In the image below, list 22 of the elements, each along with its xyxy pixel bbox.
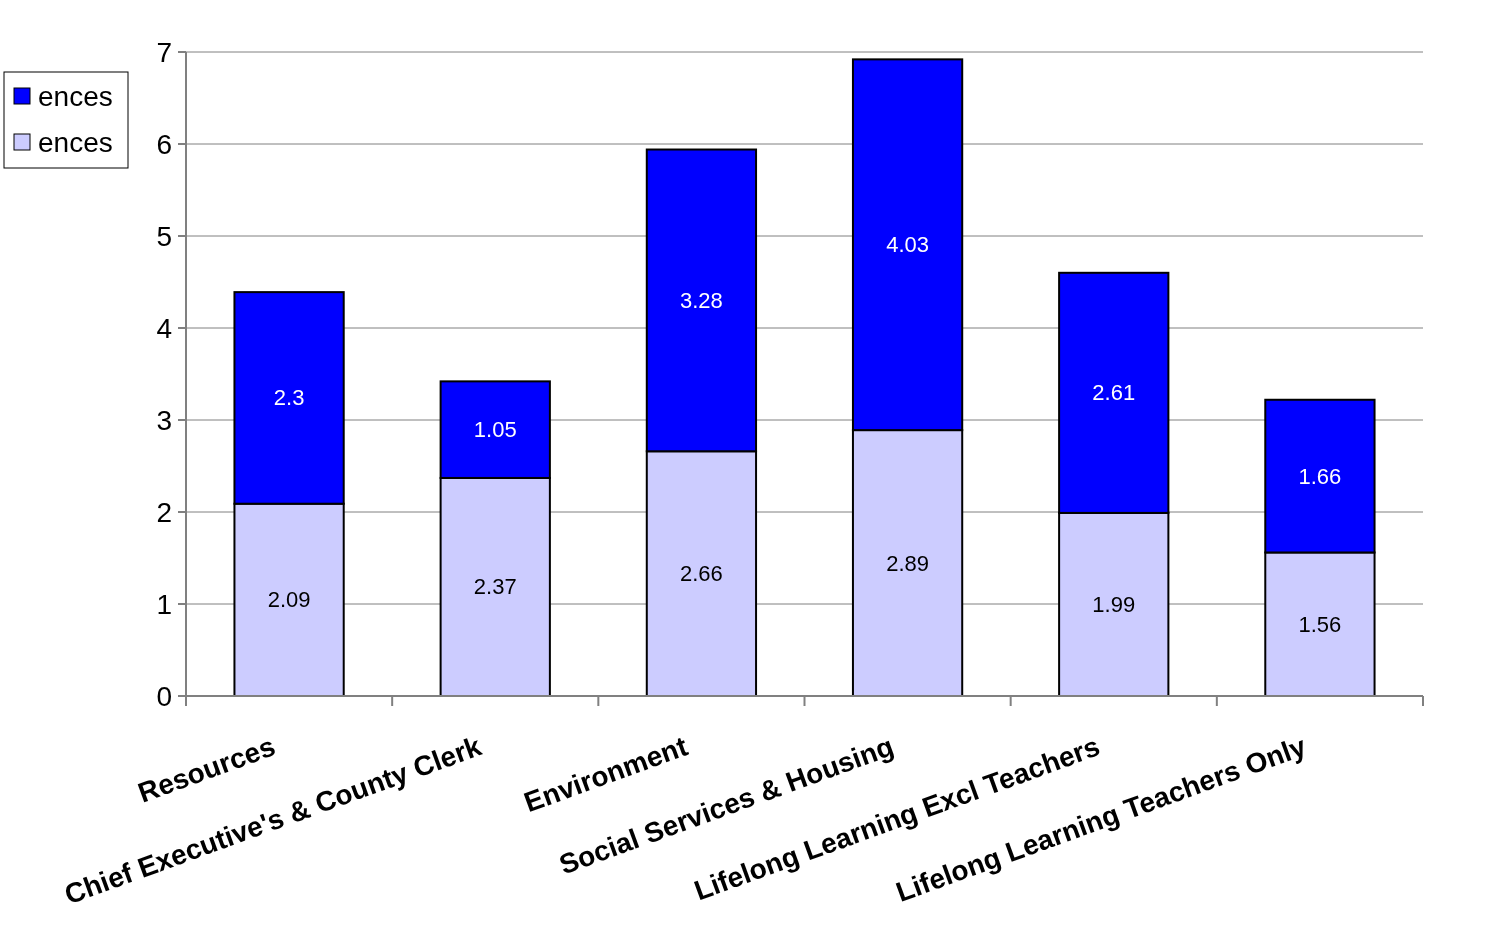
data-label: 1.05 <box>473 417 517 443</box>
data-label: 1.66 <box>1298 463 1342 489</box>
data-label: 4.03 <box>886 232 929 258</box>
y-tick-label: 1 <box>156 588 172 620</box>
y-tick-label: 6 <box>156 128 172 160</box>
data-label: 2.3 <box>273 385 305 411</box>
y-tick-label: 5 <box>156 220 172 252</box>
data-label: 2.61 <box>1092 380 1136 406</box>
y-tick-label: 7 <box>156 36 172 68</box>
y-tick-label: 2 <box>156 496 172 528</box>
data-label: 2.09 <box>267 587 311 613</box>
y-tick-label: 4 <box>156 312 172 344</box>
y-tick-label: 0 <box>156 680 172 712</box>
legend-label: ences <box>38 80 113 112</box>
data-label: 1.99 <box>1092 591 1136 617</box>
data-label: 2.37 <box>473 574 517 600</box>
data-label: 2.89 <box>886 550 929 576</box>
y-tick-label: 3 <box>156 404 172 436</box>
legend-label: ences <box>38 126 113 158</box>
data-label: 1.56 <box>1298 611 1342 637</box>
data-label: 2.66 <box>680 561 723 587</box>
data-label: 3.28 <box>680 287 723 313</box>
